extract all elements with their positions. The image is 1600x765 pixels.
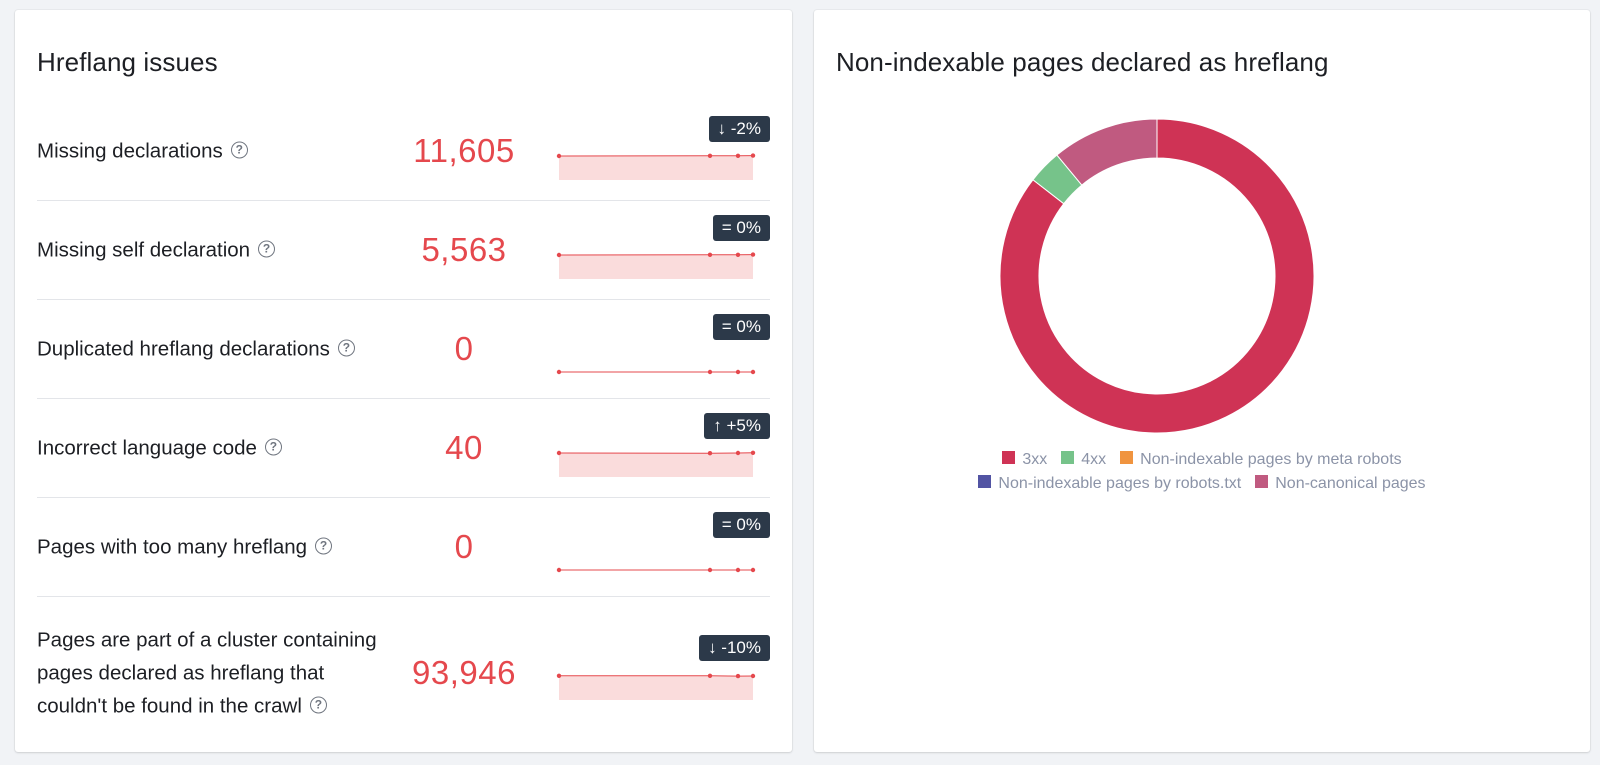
legend-swatch — [1255, 475, 1269, 489]
sparkline-point — [750, 567, 756, 573]
legend-swatch — [1120, 451, 1134, 465]
legend-swatch — [1061, 451, 1075, 465]
sparkline-point — [750, 450, 756, 455]
issue-label: Pages with too many hreflang? — [37, 531, 377, 564]
sparkline — [556, 252, 756, 279]
legend-label: Non-indexable pages by robots.txt — [998, 475, 1242, 492]
donut-slice-non-canonical-pages[interactable] — [1056, 118, 1158, 186]
issue-count[interactable]: 0 — [454, 330, 474, 367]
help-icon[interactable]: ? — [315, 537, 333, 555]
issue-count[interactable]: 93,946 — [412, 654, 516, 691]
legend-row: Non-indexable pages by robots.txt Non-can… — [814, 472, 1590, 496]
issue-label: Missing self declaration? — [37, 234, 377, 267]
sparkline-point — [707, 369, 713, 375]
legend-swatch — [1002, 451, 1016, 465]
sparkline-point — [556, 252, 562, 258]
donut-slice-3xx[interactable] — [999, 118, 1315, 434]
legend-item[interactable]: Non-canonical pages — [1255, 472, 1426, 496]
legend-item[interactable]: Non-indexable pages by meta robots — [1120, 448, 1402, 472]
sparkline-point — [556, 153, 562, 159]
sparkline-point — [707, 673, 713, 678]
sparkline-area — [559, 155, 753, 180]
help-icon[interactable]: ? — [309, 696, 327, 714]
trend-badge: ↓ -2% — [708, 116, 770, 142]
issue-label: Incorrect language code? — [37, 432, 377, 465]
card-title: Hreflang issues — [37, 47, 218, 77]
issue-row[interactable]: Duplicated hreflang declarations? 0 = 0% — [37, 300, 770, 399]
issue-row[interactable]: Pages are part of a cluster containing p… — [37, 597, 770, 749]
help-icon[interactable]: ? — [230, 141, 248, 159]
donut-svg — [999, 118, 1315, 434]
sparkline-point — [750, 153, 756, 158]
legend-label: 4xx — [1081, 451, 1107, 468]
sparkline-point — [735, 369, 741, 375]
sparkline-point — [750, 673, 756, 679]
legend-label: 3xx — [1022, 451, 1048, 468]
hreflang-issues-card: Hreflang issues Missing declarations? 11… — [15, 10, 792, 752]
issue-label: Pages are part of a cluster containing p… — [37, 628, 377, 718]
sparkline-point — [707, 567, 713, 573]
sparkline — [556, 673, 756, 700]
issue-count[interactable]: 11,605 — [413, 132, 515, 169]
sparkline-point — [735, 153, 741, 158]
help-icon[interactable]: ? — [264, 438, 282, 456]
sparkline-point — [735, 450, 741, 456]
trend-badge: = 0% — [712, 215, 770, 241]
sparkline-point — [707, 153, 713, 158]
trend-badge: ↑ +5% — [704, 413, 770, 439]
sparkline-point — [556, 673, 562, 678]
issue-label: Duplicated hreflang declarations? — [37, 333, 377, 366]
sparkline-point — [735, 673, 741, 679]
legend-item[interactable]: 4xx — [1061, 448, 1106, 472]
issue-count[interactable]: 40 — [445, 429, 483, 466]
sparkline — [556, 153, 756, 180]
sparkline — [556, 450, 756, 477]
sparkline-point — [750, 252, 756, 257]
sparkline-area — [559, 452, 753, 477]
card-title: Non-indexable pages declared as hreflang — [836, 47, 1329, 77]
sparkline-point — [735, 252, 741, 257]
trend-badge: = 0% — [712, 314, 770, 340]
sparkline-area — [559, 675, 753, 700]
issue-label: Missing declarations? — [37, 135, 377, 168]
trend-badge: ↓ -10% — [699, 635, 770, 661]
issue-row[interactable]: Missing self declaration? 5,563 = 0% — [37, 201, 770, 300]
sparkline-point — [556, 567, 562, 573]
sparkline-point — [707, 451, 713, 456]
issues-list: Missing declarations? 11,605 ↓ -2% Missi… — [37, 102, 770, 749]
legend-item[interactable]: Non-indexable pages by robots.txt — [978, 472, 1241, 496]
issue-count[interactable]: 5,563 — [421, 231, 507, 268]
non-indexable-card: Non-indexable pages declared as hreflang… — [814, 10, 1590, 752]
legend-row: 3xx 4xx Non-indexable pages by meta robots — [814, 448, 1590, 472]
help-icon[interactable]: ? — [258, 240, 276, 258]
chart-legend: 3xx 4xx Non-indexable pages by meta robots… — [814, 448, 1590, 496]
sparkline — [556, 369, 756, 375]
sparkline — [556, 567, 756, 573]
legend-label: Non-canonical pages — [1275, 475, 1426, 492]
help-icon[interactable]: ? — [337, 339, 355, 357]
issue-row[interactable]: Missing declarations? 11,605 ↓ -2% — [37, 102, 770, 201]
legend-swatch — [978, 475, 992, 489]
sparkline-point — [556, 450, 562, 456]
issue-row[interactable]: Incorrect language code? 40 ↑ +5% — [37, 399, 770, 498]
sparkline-point — [750, 369, 756, 375]
legend-item[interactable]: 3xx — [1002, 448, 1047, 472]
issue-count[interactable]: 0 — [454, 528, 474, 565]
trend-badge: = 0% — [712, 512, 770, 538]
donut-chart — [996, 115, 1318, 437]
legend-label: Non-indexable pages by meta robots — [1140, 451, 1402, 468]
issue-row[interactable]: Pages with too many hreflang? 0 = 0% — [37, 498, 770, 597]
sparkline-area — [559, 254, 753, 279]
sparkline-point — [707, 252, 713, 257]
sparkline-point — [556, 369, 562, 375]
sparkline-point — [735, 567, 741, 573]
